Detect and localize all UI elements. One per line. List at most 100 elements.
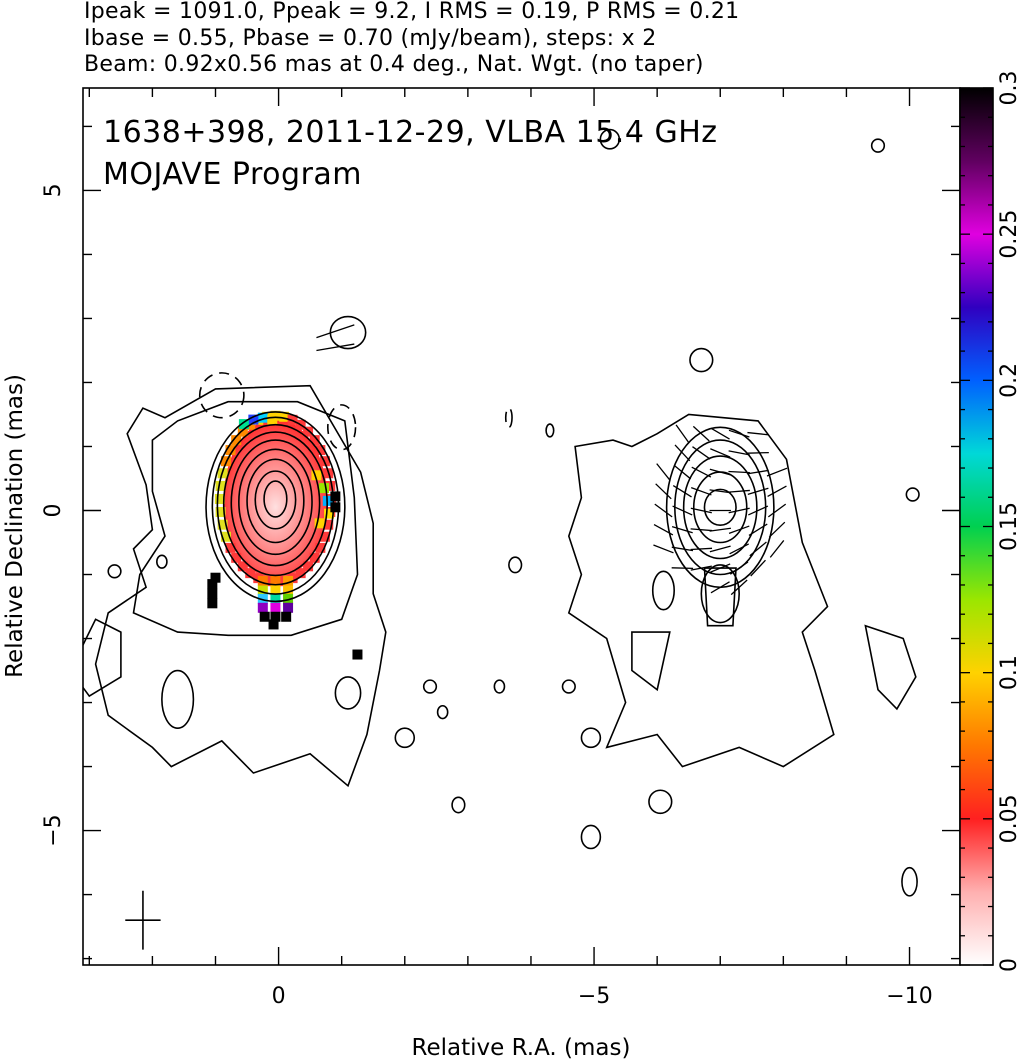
evpa-tick <box>671 546 694 552</box>
evpa-tick <box>690 565 712 571</box>
evpa-tick <box>769 540 785 558</box>
heatmap-cell <box>225 542 236 553</box>
colorbar-tick-label: 0.1 <box>997 655 1022 690</box>
heatmap-cell <box>231 435 242 446</box>
pol-contour <box>682 455 758 560</box>
blob-contour <box>107 564 122 579</box>
evpa-tick <box>728 450 750 456</box>
evpa-tick <box>729 561 749 575</box>
colorbar-tick-label: 0.3 <box>997 71 1022 106</box>
heatmap-cell <box>270 593 281 604</box>
evpa-tick <box>747 431 769 436</box>
blob-contour <box>651 570 675 611</box>
evpa-tick <box>747 487 769 496</box>
evpa-tick <box>747 451 769 454</box>
blob-contour <box>700 564 740 624</box>
header-line-3: Beam: 0.92x0.56 mas at 0.4 deg., Nat. Wg… <box>84 52 704 77</box>
core-contour <box>263 480 288 518</box>
blob-contour <box>334 676 362 710</box>
evpa-tick <box>656 463 671 481</box>
blob-contour <box>504 407 513 429</box>
heatmap-cell <box>214 493 225 504</box>
jet-contour <box>132 400 359 637</box>
heatmap-cell <box>311 470 322 481</box>
heatmap-cell <box>207 579 218 590</box>
evpa-tick <box>671 525 693 534</box>
evpa-tick <box>728 525 750 534</box>
pol-contour <box>703 567 737 627</box>
blob-contour <box>580 824 602 850</box>
evpa-tick <box>653 544 674 554</box>
heatmap-cell <box>248 414 259 425</box>
x-tick-label: −10 <box>886 984 932 1009</box>
heatmap-cell <box>295 568 306 579</box>
heatmap-cell <box>245 568 256 579</box>
evpa-tick <box>729 543 750 555</box>
heatmap-cell <box>270 575 281 586</box>
evpa-ticks <box>316 324 788 596</box>
evpa-tick <box>709 527 731 532</box>
y-tick-label: −5 <box>41 814 66 846</box>
evpa-tick <box>690 547 713 551</box>
evpa-tick <box>709 468 731 476</box>
heatmap-cell <box>237 426 248 437</box>
pol-contour <box>703 488 737 527</box>
core-contour <box>246 458 305 544</box>
x-axis-title: Relative R.A. (mas) <box>412 1035 631 1061</box>
blob-contour <box>545 423 555 438</box>
evpa-tick <box>690 528 713 532</box>
pol-contour <box>665 426 775 589</box>
heatmap-cell <box>257 585 268 596</box>
evpa-tick <box>767 503 787 518</box>
heatmap-cell <box>237 561 248 572</box>
heatmap-cell <box>207 588 218 599</box>
blob-contour <box>436 704 449 720</box>
evpa-tick <box>653 523 674 536</box>
heatmap-cell <box>257 412 268 423</box>
colorbar-tick-label: 0 <box>997 958 1022 972</box>
evpa-tick <box>692 446 711 460</box>
colorbar-tick-label: 0.25 <box>997 210 1022 259</box>
colorbar-tick-label: 0.15 <box>997 502 1022 551</box>
heatmap-cell <box>207 598 218 609</box>
core-contour <box>216 423 335 586</box>
blob-contour <box>327 404 357 451</box>
chart-title-line-2: MOJAVE Program <box>103 157 362 192</box>
heatmap-cell <box>315 542 326 553</box>
evpa-tick <box>316 324 355 339</box>
evpa-tick <box>747 469 769 475</box>
evpa-tick <box>728 489 750 493</box>
evpa-tick <box>728 429 750 438</box>
blob-contour <box>161 669 195 729</box>
evpa-tick <box>316 343 355 352</box>
x-tick-label: 0 <box>272 984 286 1009</box>
blob-contour <box>648 789 673 815</box>
heatmap-cell <box>268 619 279 630</box>
heatmap-cell <box>238 419 249 430</box>
heatmap-cell <box>283 575 294 586</box>
y-axis-title: Relative Declination (mas) <box>2 374 28 678</box>
heatmap-cell <box>323 519 334 530</box>
heatmap-cell <box>267 414 278 425</box>
beam-marker <box>125 890 161 950</box>
heatmap-cell <box>352 649 363 660</box>
blob-contour <box>394 727 416 749</box>
evpa-tick <box>691 466 712 478</box>
evpa-tick <box>710 563 731 573</box>
intensity-contours <box>83 128 920 897</box>
evpa-tick <box>672 485 692 498</box>
evpa-tick <box>728 470 750 474</box>
evpa-tick <box>768 521 786 538</box>
blob-contour <box>561 679 576 694</box>
evpa-tick <box>655 483 672 500</box>
evpa-tick <box>709 489 731 494</box>
heatmap-cell <box>279 411 290 422</box>
heatmap-cell <box>270 611 281 622</box>
heatmap-cell <box>319 483 330 494</box>
evpa-tick <box>749 541 767 557</box>
heatmap-cell <box>303 561 314 572</box>
blob-contour <box>508 556 523 574</box>
header-line-2: Ibase = 0.55, Pbase = 0.70 (mJy/beam), s… <box>84 26 657 51</box>
heatmap-cell <box>215 480 226 491</box>
core-contour <box>254 470 297 530</box>
